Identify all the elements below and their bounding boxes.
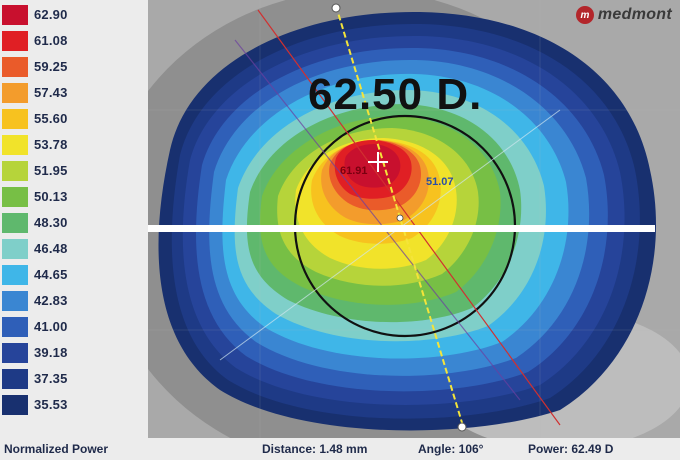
legend-row: 61.08 bbox=[0, 30, 148, 52]
legend-swatch bbox=[2, 109, 28, 129]
legend-value: 39.18 bbox=[34, 345, 68, 360]
legend-row: 57.43 bbox=[0, 82, 148, 104]
legend-row: 46.48 bbox=[0, 238, 148, 260]
legend-swatch bbox=[2, 239, 28, 259]
legend-value: 62.90 bbox=[34, 7, 68, 22]
legend-row: 53.78 bbox=[0, 134, 148, 156]
legend-value: 50.13 bbox=[34, 189, 68, 204]
angle-readout: Angle: 106° bbox=[418, 442, 484, 456]
legend-row: 48.30 bbox=[0, 212, 148, 234]
legend-row: 59.25 bbox=[0, 56, 148, 78]
legend-swatch bbox=[2, 395, 28, 415]
legend-value: 48.30 bbox=[34, 215, 68, 230]
legend-row: 62.90 bbox=[0, 4, 148, 26]
legend-value: 61.08 bbox=[34, 33, 68, 48]
power-legend: 62.90 61.08 59.25 57.43 55.60 53.78 51.95 50.13… bbox=[0, 0, 148, 438]
horizontal-reference-bar bbox=[148, 225, 655, 232]
measurement-grid bbox=[148, 0, 680, 438]
legend-swatch bbox=[2, 31, 28, 51]
legend-swatch bbox=[2, 5, 28, 25]
status-bar: Normalized Power Distance: 1.48 mm Angle… bbox=[0, 438, 680, 460]
legend-value: 46.48 bbox=[34, 241, 68, 256]
legend-swatch bbox=[2, 265, 28, 285]
legend-row: 50.13 bbox=[0, 186, 148, 208]
legend-row: 55.60 bbox=[0, 108, 148, 130]
legend-row: 35.53 bbox=[0, 394, 148, 416]
red-meridian-line bbox=[257, 9, 561, 426]
brand-name: medmont bbox=[597, 6, 672, 23]
legend-row: 51.95 bbox=[0, 160, 148, 182]
legend-swatch bbox=[2, 291, 28, 311]
legend-swatch bbox=[2, 57, 28, 77]
legend-row: 39.18 bbox=[0, 342, 148, 364]
legend-swatch bbox=[2, 135, 28, 155]
legend-row: 44.65 bbox=[0, 264, 148, 286]
legend-value: 59.25 bbox=[34, 59, 68, 74]
legend-swatch bbox=[2, 213, 28, 233]
meridian-endpoint-top[interactable] bbox=[331, 3, 341, 13]
legend-swatch bbox=[2, 317, 28, 337]
medmont-logo-icon: m bbox=[575, 6, 594, 24]
legend-row: 42.83 bbox=[0, 290, 148, 312]
band-62-90 bbox=[344, 144, 401, 188]
point-power-label: 51.07 bbox=[426, 176, 454, 188]
plus-icon[interactable] bbox=[368, 152, 388, 172]
legend-value: 51.95 bbox=[34, 163, 68, 178]
legend-swatch bbox=[2, 369, 28, 389]
legend-value: 57.43 bbox=[34, 85, 68, 100]
max-power-reading: 62.50 D. bbox=[308, 70, 483, 119]
legend-value: 35.53 bbox=[34, 397, 68, 412]
legend-row: 41.00 bbox=[0, 316, 148, 338]
light-meridian-line bbox=[219, 109, 561, 361]
legend-swatch bbox=[2, 83, 28, 103]
legend-swatch bbox=[2, 187, 28, 207]
legend-value: 55.60 bbox=[34, 111, 68, 126]
power-readout: Power: 62.49 D bbox=[528, 442, 614, 456]
legend-value: 41.00 bbox=[34, 319, 68, 334]
topography-map bbox=[148, 0, 680, 438]
distance-readout: Distance: 1.48 mm bbox=[262, 442, 368, 456]
contour-bands bbox=[158, 11, 656, 431]
peak-power-label: 61.91 bbox=[340, 165, 368, 177]
legend-value: 44.65 bbox=[34, 267, 68, 282]
legend-title: Normalized Power bbox=[4, 442, 109, 456]
purple-meridian-line bbox=[234, 39, 521, 401]
meridian-endpoint-bottom[interactable] bbox=[457, 422, 467, 432]
legend-value: 37.35 bbox=[34, 371, 68, 386]
legend-value: 42.83 bbox=[34, 293, 68, 308]
legend-swatch bbox=[2, 161, 28, 181]
brand: m medmont bbox=[575, 6, 672, 24]
legend-row: 37.35 bbox=[0, 368, 148, 390]
legend-value: 53.78 bbox=[34, 137, 68, 152]
legend-swatch bbox=[2, 343, 28, 363]
center-point bbox=[396, 214, 404, 222]
